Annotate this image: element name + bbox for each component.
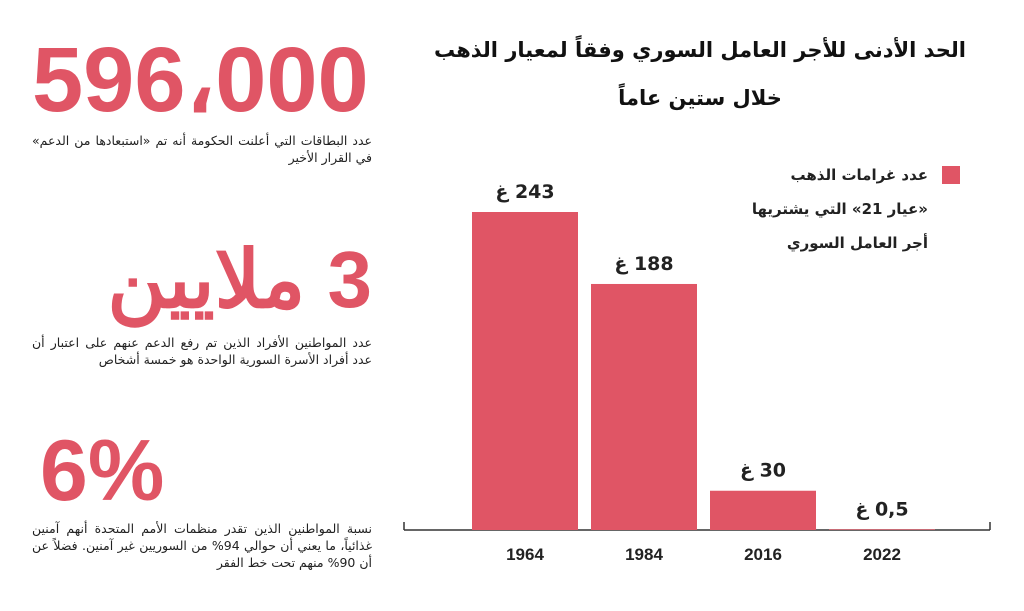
legend-swatch: [942, 166, 960, 184]
stat-citizens-removed: 3 ملايين عدد المواطنين الأفراد الذين تم …: [32, 240, 372, 368]
stat-description: نسبة المواطنين الذين تقدر منظمات الأمم ا…: [32, 521, 372, 570]
x-tick-label: 2022: [863, 545, 901, 564]
stat-number: 596،000: [32, 29, 369, 131]
data-label: 30 غ: [740, 460, 786, 482]
bar-2016: [710, 490, 816, 530]
chart-subtitle: خلال ستين عاماً: [618, 86, 782, 110]
stat-cards-excluded: 596،000 عدد البطاقات التي أعلنت الحكومة …: [32, 34, 372, 166]
legend-line: عدد غرامات الذهب: [790, 166, 928, 184]
stat-number: 3 ملايين: [107, 235, 372, 324]
bar-1964: [472, 212, 578, 530]
stat-number: 6%: [40, 423, 165, 519]
data-label: 243 غ: [495, 181, 554, 203]
x-tick-label: 1984: [625, 545, 663, 564]
bar-2022: [829, 529, 935, 530]
bar-1984: [591, 283, 697, 530]
stat-description: عدد البطاقات التي أعلنت الحكومة أنه تم «…: [32, 133, 372, 165]
legend-line: «عيار 21» التي يشتريها: [751, 200, 928, 218]
stat-description: عدد المواطنين الأفراد الذين تم رفع الدعم…: [32, 335, 372, 367]
chart-title: الحد الأدنى للأجر العامل السوري وفقاً لم…: [434, 38, 966, 62]
data-label: 0,5 غ: [855, 498, 908, 520]
stat-food-secure: 6% نسبة المواطنين الذين تقدر منظمات الأم…: [32, 428, 372, 571]
legend-line: أجر العامل السوري: [786, 234, 928, 252]
data-label: 188 غ: [614, 253, 673, 275]
x-tick-label: 2016: [744, 545, 782, 564]
legend-label: عدد غرامات الذهب «عيار 21» التي يشتريها …: [698, 158, 928, 260]
x-tick-label: 1964: [506, 545, 544, 564]
